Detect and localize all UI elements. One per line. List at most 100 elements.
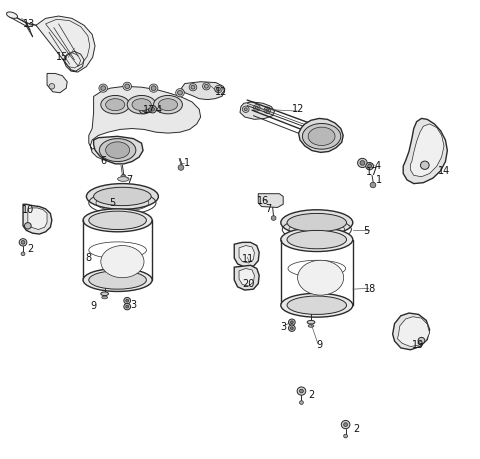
- Ellipse shape: [281, 293, 353, 317]
- Circle shape: [24, 223, 31, 229]
- Text: 3: 3: [280, 322, 286, 332]
- Ellipse shape: [86, 184, 158, 209]
- Text: 13: 13: [23, 19, 35, 29]
- Polygon shape: [410, 124, 444, 177]
- Circle shape: [149, 106, 156, 113]
- Circle shape: [124, 303, 131, 310]
- Circle shape: [288, 319, 295, 325]
- Ellipse shape: [132, 99, 151, 111]
- Text: 11: 11: [242, 254, 254, 264]
- Circle shape: [99, 84, 108, 92]
- Text: 16: 16: [257, 196, 269, 206]
- Ellipse shape: [308, 127, 335, 146]
- Text: 4: 4: [156, 105, 161, 115]
- Circle shape: [341, 420, 350, 429]
- Circle shape: [151, 107, 155, 111]
- Polygon shape: [239, 246, 254, 263]
- Text: 5: 5: [363, 226, 370, 236]
- Circle shape: [288, 325, 295, 331]
- Circle shape: [255, 106, 258, 109]
- Ellipse shape: [287, 213, 347, 232]
- Circle shape: [178, 90, 182, 95]
- Ellipse shape: [308, 325, 314, 327]
- Text: 18: 18: [364, 284, 377, 294]
- Text: 2: 2: [353, 424, 360, 434]
- Ellipse shape: [118, 177, 129, 181]
- Circle shape: [297, 387, 306, 395]
- Polygon shape: [258, 194, 283, 207]
- Circle shape: [124, 297, 131, 304]
- Ellipse shape: [99, 139, 136, 162]
- Ellipse shape: [154, 95, 182, 114]
- Circle shape: [358, 158, 367, 168]
- Circle shape: [366, 162, 373, 170]
- Ellipse shape: [298, 260, 344, 295]
- Text: 5: 5: [109, 198, 116, 208]
- Circle shape: [271, 216, 276, 220]
- Text: 6: 6: [100, 156, 106, 166]
- Polygon shape: [23, 204, 52, 234]
- Text: 17: 17: [366, 167, 379, 177]
- Circle shape: [242, 106, 249, 112]
- Text: 14: 14: [438, 166, 450, 176]
- Circle shape: [368, 164, 372, 168]
- Polygon shape: [94, 136, 143, 164]
- Polygon shape: [393, 313, 430, 350]
- Ellipse shape: [89, 271, 146, 289]
- Circle shape: [151, 86, 156, 90]
- Circle shape: [19, 239, 27, 246]
- Ellipse shape: [302, 123, 341, 149]
- Circle shape: [266, 109, 269, 112]
- Circle shape: [149, 84, 158, 92]
- Text: 1: 1: [184, 158, 190, 168]
- Polygon shape: [28, 208, 47, 230]
- Circle shape: [191, 85, 195, 89]
- Text: 8: 8: [86, 253, 92, 263]
- Circle shape: [21, 241, 25, 244]
- Circle shape: [126, 299, 129, 302]
- Ellipse shape: [281, 228, 353, 252]
- Text: 12: 12: [215, 87, 227, 97]
- Polygon shape: [89, 86, 201, 161]
- Ellipse shape: [94, 187, 151, 206]
- Text: 4: 4: [374, 161, 380, 171]
- Circle shape: [300, 401, 303, 404]
- Circle shape: [418, 337, 425, 344]
- Circle shape: [101, 86, 106, 90]
- Circle shape: [123, 82, 132, 90]
- Circle shape: [300, 389, 303, 393]
- Circle shape: [253, 105, 260, 111]
- Ellipse shape: [101, 246, 144, 278]
- Circle shape: [126, 305, 129, 308]
- Text: 7: 7: [126, 175, 133, 185]
- Ellipse shape: [7, 12, 17, 18]
- Text: 9: 9: [316, 340, 322, 350]
- Circle shape: [142, 107, 146, 112]
- Polygon shape: [239, 269, 254, 286]
- Polygon shape: [397, 317, 430, 347]
- Text: 10: 10: [22, 205, 34, 215]
- Ellipse shape: [158, 99, 178, 111]
- Ellipse shape: [307, 320, 315, 324]
- Text: 2: 2: [27, 244, 34, 254]
- Circle shape: [178, 165, 184, 170]
- Circle shape: [189, 84, 197, 91]
- Ellipse shape: [127, 95, 156, 114]
- Ellipse shape: [101, 95, 130, 114]
- Ellipse shape: [102, 296, 108, 299]
- Circle shape: [344, 434, 348, 438]
- Circle shape: [420, 161, 429, 169]
- Ellipse shape: [281, 210, 353, 235]
- Ellipse shape: [287, 230, 347, 249]
- Text: 17: 17: [143, 105, 155, 115]
- Text: 1: 1: [376, 175, 382, 185]
- Circle shape: [176, 89, 184, 97]
- Circle shape: [125, 84, 130, 89]
- Text: 20: 20: [242, 279, 254, 289]
- Circle shape: [139, 105, 149, 114]
- Ellipse shape: [101, 292, 108, 296]
- Circle shape: [204, 84, 208, 88]
- Text: 3: 3: [131, 300, 136, 310]
- Polygon shape: [36, 16, 95, 72]
- Text: 19: 19: [412, 340, 425, 350]
